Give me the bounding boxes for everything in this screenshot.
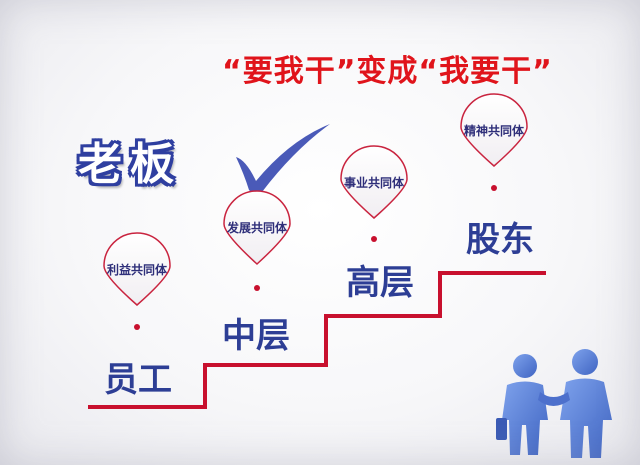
pin-text-2: 发展共同体 [227, 221, 288, 235]
level-middle: 中层 [222, 316, 290, 356]
page-title: “要我干”变成“我要干” [222, 54, 553, 89]
level-employee: 员工 [104, 360, 172, 400]
level-shareholder: 股东 [466, 220, 534, 260]
staircase-line [88, 271, 546, 409]
checkmark-icon [236, 124, 330, 194]
pin-text-3: 事业共同体 [344, 176, 405, 190]
map-pin-icon [223, 190, 291, 291]
level-senior: 高层 [346, 263, 414, 303]
boss-label: 老板 [78, 139, 182, 190]
business-people-icon [496, 349, 612, 458]
map-pin-icon [340, 145, 408, 242]
pin-text-1: 利益共同体 [107, 263, 168, 277]
map-pin-icon [460, 93, 528, 191]
map-pin-icon [103, 232, 171, 330]
pin-text-4: 精神共同体 [464, 124, 525, 138]
